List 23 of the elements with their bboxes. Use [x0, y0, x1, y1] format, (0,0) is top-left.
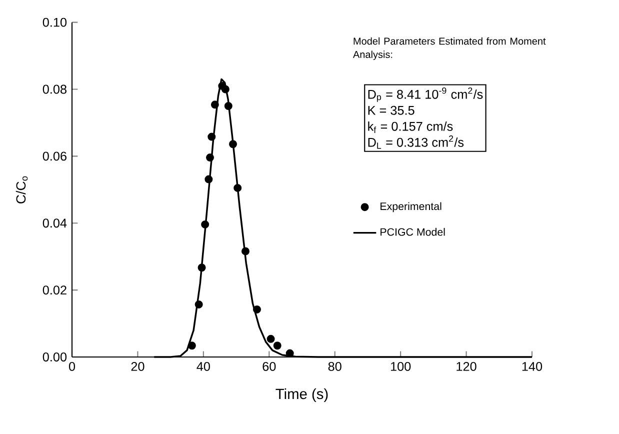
x-tick-label: 60 — [262, 362, 276, 371]
y-axis-title: C/C$_{o}$ — [16, 176, 28, 204]
x-tick-label: 20 — [131, 362, 144, 371]
x-tick-label: 40 — [196, 362, 210, 371]
annotation: D$_{p}$ = 8.41 10$^{-9}$ cm$^{2}$/s — [368, 87, 483, 102]
y-tick-label: 0.02 — [42, 286, 66, 295]
annotation: k$_{f}$ = 0.157 cm/s — [368, 122, 453, 134]
annotation: Model Parameters Estimated from Moment Analysis: — [353, 37, 546, 60]
x-tick-label: 140 — [522, 362, 542, 371]
x-tick-label: 80 — [328, 362, 342, 371]
annotation: K = 35.5 — [368, 106, 414, 115]
annotation: D$_{L}$ = 0.313 cm$^{2}$/s — [368, 135, 464, 149]
y-tick-label: 0.08 — [42, 84, 66, 94]
x-axis-title: Time (s) — [276, 388, 328, 402]
legend-label: Experimental — [380, 202, 442, 212]
x-tick-label: 120 — [456, 362, 476, 371]
x-tick-label: 0 — [68, 362, 76, 371]
y-tick-label: 0.04 — [42, 218, 67, 228]
legend-label: PCIGC Model — [380, 228, 445, 236]
y-tick-label: 0.10 — [42, 18, 67, 27]
y-tick-label: 0.06 — [42, 152, 66, 161]
x-tick-label: 100 — [390, 362, 411, 371]
y-tick-label: 0.00 — [42, 352, 67, 362]
